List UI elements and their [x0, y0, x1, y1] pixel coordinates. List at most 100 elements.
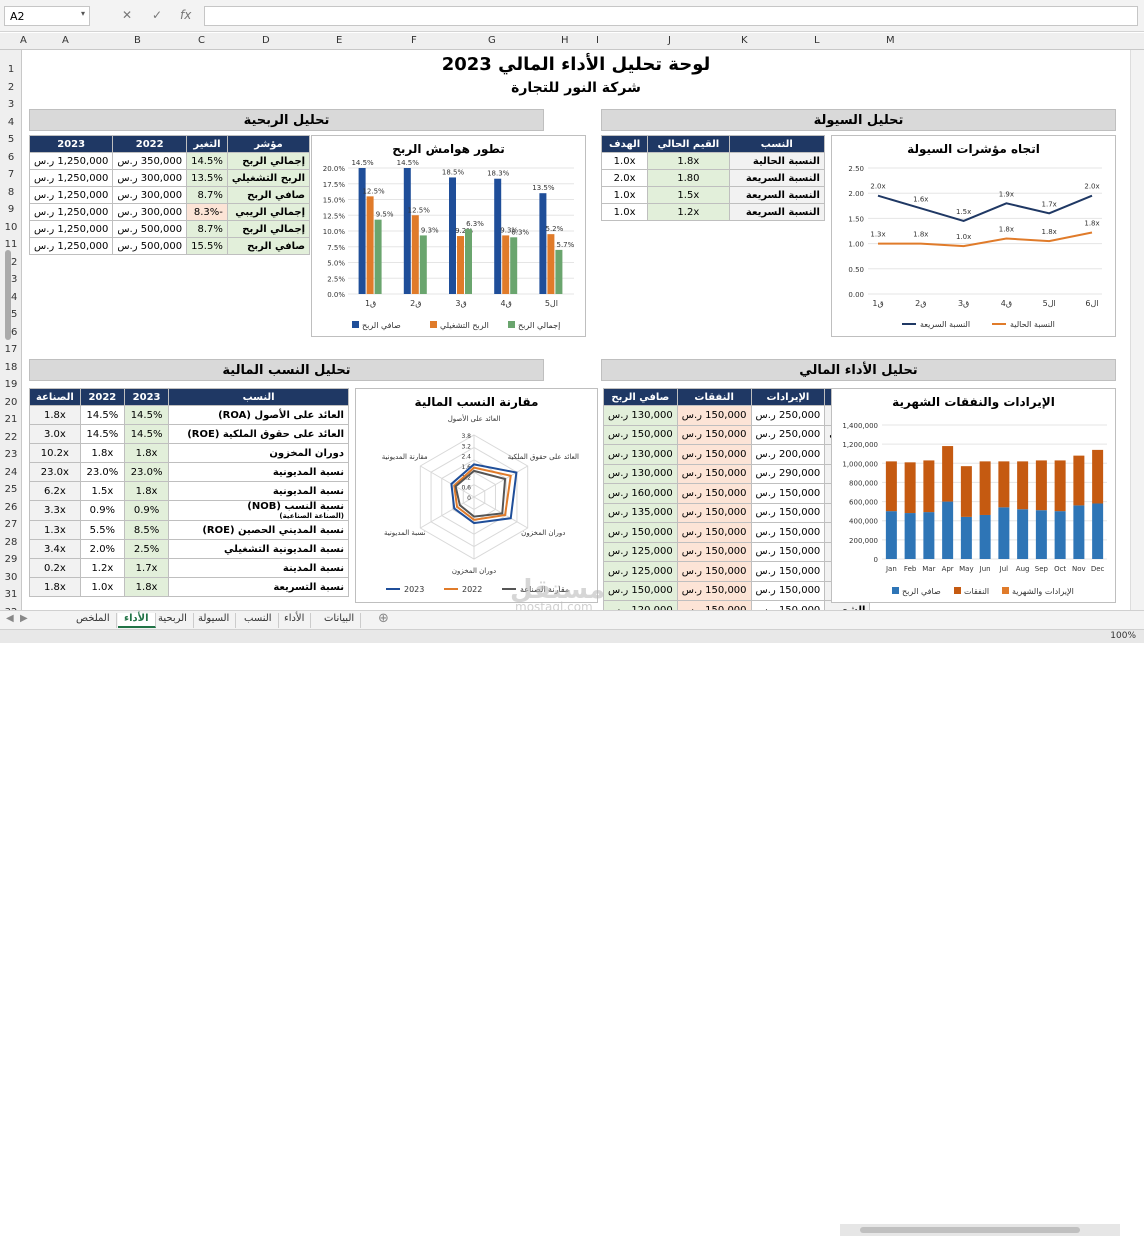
scroll-thumb[interactable] [5, 250, 11, 340]
x-tick-label: ال5 [545, 299, 558, 308]
sheet-tab[interactable]: النسب [238, 613, 279, 628]
column-header[interactable]: J [668, 35, 671, 46]
radar-series [453, 466, 512, 521]
table-header: النسب [728, 135, 826, 153]
metric-cell: إجمالي الربح [226, 152, 311, 170]
row-header[interactable]: 27 [4, 519, 18, 530]
row-header[interactable]: 24 [4, 466, 18, 478]
check-icon[interactable]: ✓ [152, 8, 163, 22]
bar-segment [1092, 503, 1104, 559]
profit-cell: 125,000 ر.س [603, 541, 678, 562]
revenue-cell: 200,000 ر.س [750, 444, 826, 465]
value-2023: 1.7x [123, 558, 170, 578]
row-header[interactable]: 25 [4, 484, 18, 495]
row-header[interactable]: 11 [4, 239, 18, 250]
x-tick-label: ق2 [915, 299, 926, 308]
bar [358, 168, 366, 294]
chart-title: الإيرادات والنفقات الشهرية [892, 395, 1055, 409]
table-header: النسب [168, 388, 349, 406]
row-header[interactable]: 22 [4, 431, 18, 443]
column-header[interactable]: A [20, 35, 27, 46]
column-header[interactable]: A [62, 35, 69, 46]
table-header: التغير [186, 135, 228, 153]
row-header[interactable]: 29 [4, 554, 18, 565]
column-header[interactable]: D [262, 35, 270, 46]
row-header[interactable]: 23 [4, 449, 18, 460]
sheet-tab[interactable]: الربحية [152, 613, 194, 628]
row-header[interactable]: 5 [7, 134, 15, 145]
row-header[interactable]: 20 [4, 396, 18, 408]
row-header[interactable]: 26 [4, 501, 18, 513]
zoom-level[interactable]: 100% [1110, 631, 1136, 641]
revenue-cell: 150,000 ر.س [750, 502, 826, 523]
ratio-cell: نسبة المديونية التشغيلي [168, 539, 349, 559]
row-header[interactable]: 31 [4, 589, 18, 600]
value-2023: 14.5% [123, 405, 170, 425]
column-header[interactable]: L [814, 35, 820, 46]
data-label: 1.8x [999, 226, 1014, 234]
column-header[interactable]: C [198, 35, 205, 46]
row-header[interactable]: 30 [4, 571, 18, 583]
sheet-tab[interactable]: الأداء [118, 613, 156, 628]
ratio-cell: دوران المخزون [168, 443, 349, 463]
y-tick-label: 5.0% [327, 260, 345, 268]
horizontal-scrollbar[interactable] [840, 1224, 1120, 1236]
revenue-expense-chart[interactable]: الإيرادات والنفقات الشهرية 0 200,000 400,00… [831, 388, 1116, 603]
prev-sheet-icon[interactable]: ◀ [6, 613, 14, 624]
row-header[interactable]: 9 [7, 204, 15, 215]
row-header[interactable]: 2 [7, 81, 15, 93]
ratio-cell: النسبة السريعة [728, 169, 826, 187]
row-header[interactable]: 17 [4, 344, 18, 355]
row-header[interactable]: 21 [4, 414, 18, 425]
sheet-tab[interactable]: الملخص [70, 613, 117, 628]
hscroll-thumb[interactable] [860, 1227, 1080, 1233]
radar-series [454, 469, 507, 518]
axis-label: العائد على حقوق الملكية [508, 453, 579, 461]
function-icon[interactable]: fx [180, 8, 192, 22]
column-header[interactable]: B [134, 35, 141, 46]
sheet-tab[interactable]: السيولة [192, 613, 237, 628]
right-scrollbar[interactable] [1130, 50, 1144, 610]
data-label: 1.3x [870, 231, 885, 239]
name-box[interactable]: A2 ▾ [4, 6, 90, 26]
cancel-icon[interactable]: ✕ [122, 8, 133, 22]
row-header[interactable]: 7 [7, 169, 15, 180]
sheet-tab[interactable]: البيانات [318, 613, 362, 628]
next-sheet-icon[interactable]: ▶ [20, 613, 28, 624]
column-header[interactable]: F [411, 35, 417, 46]
y-tick-label: 12.5% [323, 212, 346, 220]
column-header[interactable]: K [741, 35, 748, 46]
table-header: مؤشر [226, 135, 311, 153]
formula-input[interactable] [204, 6, 1138, 26]
data-label: 1.6x [913, 195, 928, 203]
row-header[interactable]: 6 [7, 151, 15, 163]
column-header[interactable]: G [488, 35, 496, 46]
row-header[interactable]: 4 [7, 116, 15, 128]
row-header[interactable]: 1 [7, 64, 15, 75]
ratio-radar-chart[interactable]: مقارنة النسب المالية العائد على الأصول الع… [355, 388, 598, 603]
vertical-scrollbar[interactable] [0, 250, 14, 550]
industry-cell: 3.3x [29, 500, 81, 521]
profit-cell: 150,000 ر.س [603, 424, 678, 445]
row-header[interactable]: 28 [4, 536, 18, 548]
column-header[interactable]: I [596, 35, 599, 46]
chevron-down-icon[interactable]: ▾ [80, 9, 85, 18]
y-tick-label: 1,400,000 [842, 422, 878, 430]
profit-margin-chart[interactable]: تطور هوامش الربح 0.0% 2.5% 5.0% 7.5% 10.0% 12.… [311, 135, 586, 337]
column-header[interactable]: H [561, 35, 569, 46]
row-header[interactable]: 3 [7, 99, 15, 110]
liquidity-trend-chart[interactable]: اتجاه مؤشرات السيولة 0.00 0.50 1.00 1.50 2.00… [831, 135, 1116, 337]
row-header[interactable]: 8 [7, 186, 15, 198]
row-header[interactable]: 18 [4, 361, 18, 373]
metric-cell: إجمالي الربح [226, 220, 311, 238]
row-header[interactable]: 10 [4, 221, 18, 233]
axis-label: دوران المخزون [521, 529, 565, 537]
sheet-tabs: ◀ ▶ ⊕ الملخص الأداء الربحية السيولة النسب الأ… [0, 610, 1144, 1236]
expense-cell: 150,000 ر.س [676, 502, 752, 523]
column-header[interactable]: M [886, 35, 895, 46]
sheet-tab[interactable]: الأداء [278, 613, 312, 628]
row-header[interactable]: 19 [4, 379, 18, 390]
add-sheet-icon[interactable]: ⊕ [378, 611, 389, 626]
x-tick-label: Nov [1072, 565, 1086, 573]
column-header[interactable]: E [336, 35, 343, 46]
